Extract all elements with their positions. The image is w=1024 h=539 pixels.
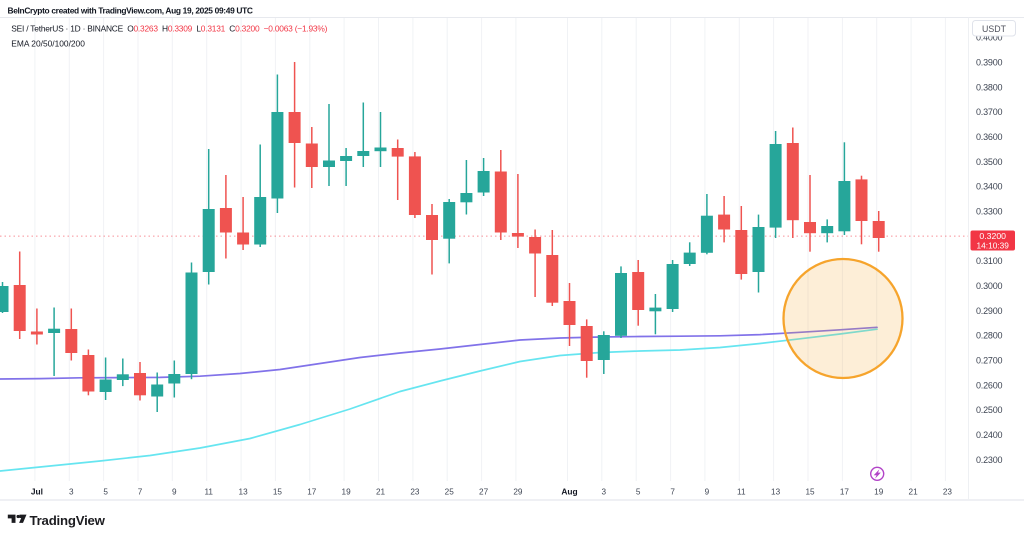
svg-text:5: 5 xyxy=(636,488,641,497)
svg-text:0.3700: 0.3700 xyxy=(976,107,1003,117)
svg-text:13: 13 xyxy=(771,488,781,497)
svg-text:3: 3 xyxy=(69,488,74,497)
svg-text:0.3300: 0.3300 xyxy=(976,207,1003,217)
svg-text:0.3900: 0.3900 xyxy=(976,58,1003,68)
svg-text:21: 21 xyxy=(909,488,919,497)
svg-text:3: 3 xyxy=(602,488,607,497)
svg-text:27: 27 xyxy=(479,488,489,497)
svg-text:0.2500: 0.2500 xyxy=(976,405,1003,415)
svg-text:15: 15 xyxy=(805,488,815,497)
svg-text:0.3600: 0.3600 xyxy=(976,132,1003,142)
svg-text:17: 17 xyxy=(840,488,850,497)
svg-text:5: 5 xyxy=(103,488,108,497)
svg-text:19: 19 xyxy=(874,488,884,497)
svg-text:7: 7 xyxy=(670,488,675,497)
svg-text:0.2800: 0.2800 xyxy=(976,331,1003,341)
svg-text:Aug: Aug xyxy=(561,487,577,497)
svg-text:13: 13 xyxy=(239,488,249,497)
svg-text:0.3100: 0.3100 xyxy=(976,256,1003,266)
svg-text:USDT: USDT xyxy=(982,24,1007,34)
svg-text:11: 11 xyxy=(737,488,746,497)
svg-text:29: 29 xyxy=(513,488,523,497)
svg-text:SEI / TetherUS · 1D · BINANCE: SEI / TetherUS · 1D · BINANCE O0.3263 H0… xyxy=(11,24,327,34)
svg-text:0.3000: 0.3000 xyxy=(976,281,1003,291)
svg-text:0.2300: 0.2300 xyxy=(976,455,1003,465)
svg-text:0.2400: 0.2400 xyxy=(976,430,1003,440)
svg-text:0.4000: 0.4000 xyxy=(976,33,1003,43)
svg-text:14:10:39: 14:10:39 xyxy=(977,240,1010,250)
svg-text:0.3200: 0.3200 xyxy=(979,231,1006,241)
svg-text:11: 11 xyxy=(204,488,213,497)
svg-text:0.3500: 0.3500 xyxy=(976,157,1003,167)
svg-text:0.2900: 0.2900 xyxy=(976,306,1003,316)
svg-text:17: 17 xyxy=(307,488,317,497)
svg-text:9: 9 xyxy=(172,488,177,497)
svg-text:0.2600: 0.2600 xyxy=(976,380,1003,390)
svg-text:EMA 20/50/100/200: EMA 20/50/100/200 xyxy=(11,38,85,48)
svg-text:15: 15 xyxy=(273,488,283,497)
svg-text:19: 19 xyxy=(342,488,352,497)
svg-text:BeInCrypto created with Tradin: BeInCrypto created with TradingView.com,… xyxy=(8,5,253,15)
svg-text:0.3400: 0.3400 xyxy=(976,182,1003,192)
svg-text:7: 7 xyxy=(138,488,143,497)
svg-text:Jul: Jul xyxy=(31,487,43,497)
svg-text:21: 21 xyxy=(376,488,386,497)
svg-text:23: 23 xyxy=(943,488,953,497)
svg-text:9: 9 xyxy=(705,488,710,497)
svg-text:0.2700: 0.2700 xyxy=(976,356,1003,366)
svg-text:0.3800: 0.3800 xyxy=(976,82,1003,92)
svg-text:23: 23 xyxy=(410,488,420,497)
svg-text:TradingView: TradingView xyxy=(30,513,106,528)
svg-text:25: 25 xyxy=(445,488,455,497)
